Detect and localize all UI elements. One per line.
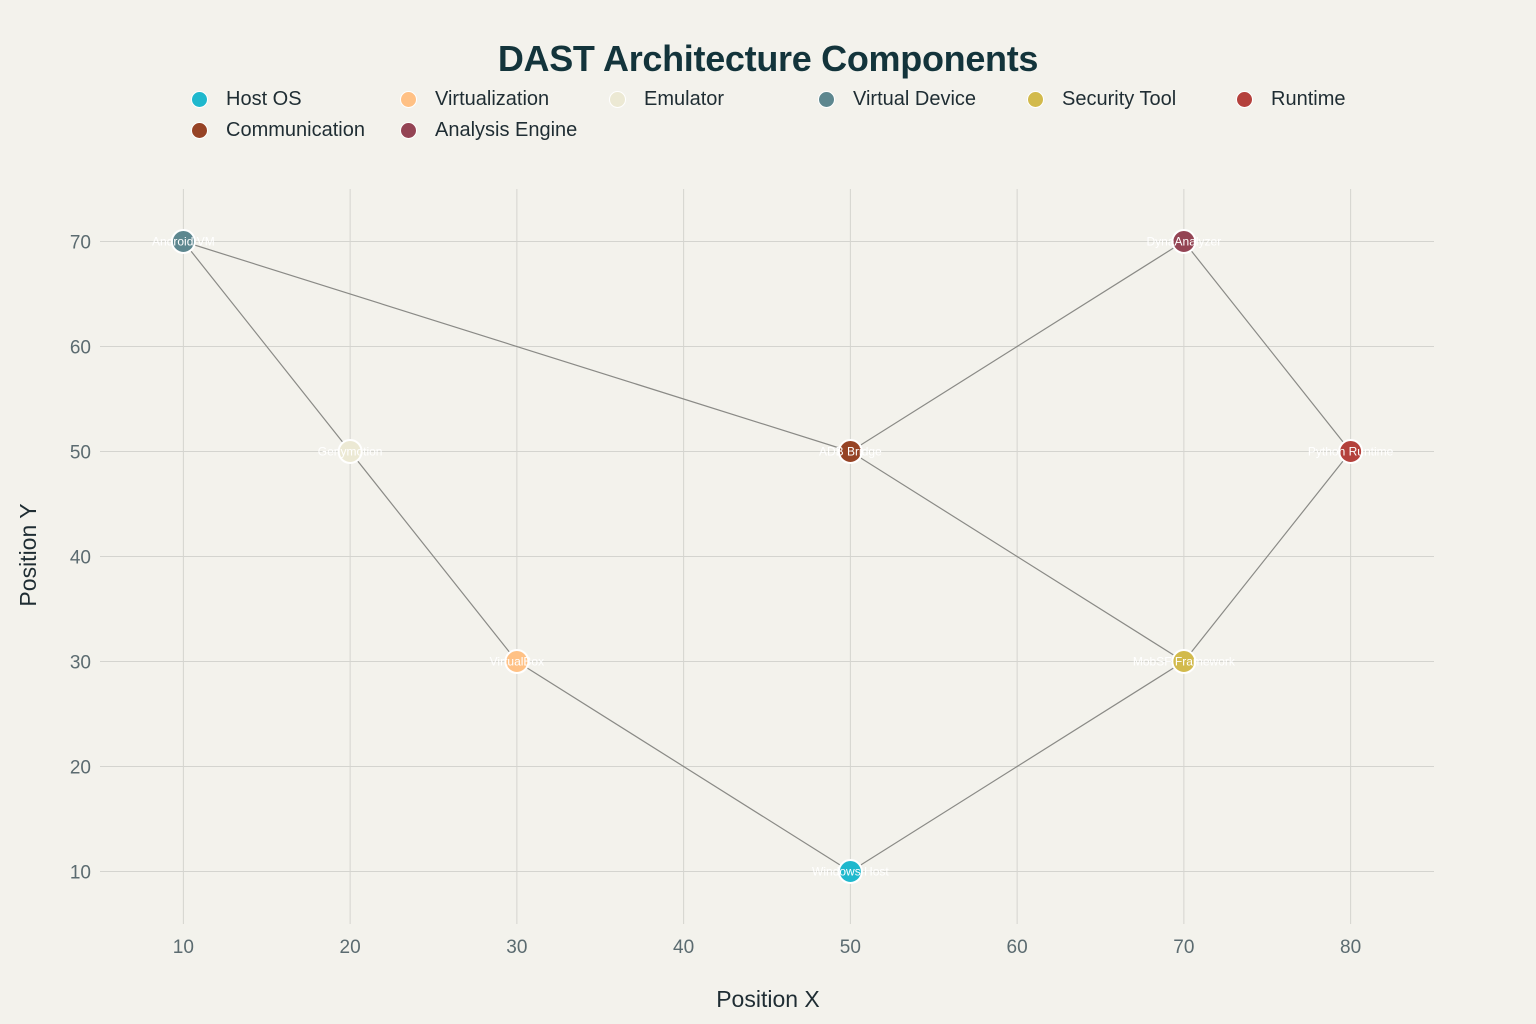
point-label: Android VM <box>152 235 215 249</box>
data-point-python-runtime[interactable]: Python Runtime <box>1308 439 1394 464</box>
x-tick-label: 70 <box>1173 937 1194 958</box>
edge-line <box>183 240 851 453</box>
x-tick-label: 50 <box>840 937 861 958</box>
legend-swatch <box>609 90 626 108</box>
legend-item-analysis-engine[interactable]: Analysis Engine <box>399 118 608 142</box>
data-point-windows-host[interactable]: Windows Host <box>812 859 889 884</box>
edge-line <box>1183 451 1352 662</box>
x-tick-label: 80 <box>1340 937 1361 958</box>
y-tick-label: 10 <box>70 863 91 884</box>
data-point-mobsf-framework[interactable]: MobSF Framework <box>1133 649 1236 674</box>
edge-line <box>850 450 1185 663</box>
data-point-genymotion[interactable]: Genymotion <box>318 439 383 464</box>
legend-swatch <box>191 90 208 108</box>
y-tick-label: 50 <box>70 443 91 464</box>
x-tick-label: 60 <box>1007 937 1028 958</box>
point-label: Python Runtime <box>1308 445 1394 459</box>
edge-line <box>850 660 1185 873</box>
legend-swatch <box>1027 90 1044 108</box>
point-marker[interactable] <box>1171 229 1197 254</box>
edge-line <box>182 241 351 452</box>
point-marker[interactable] <box>1171 649 1197 674</box>
chart-title: DAST Architecture Components <box>497 38 1039 79</box>
legend-label: Analysis Engine <box>435 118 578 141</box>
point-label: ADB Bridge <box>819 445 882 459</box>
x-tick-label: 20 <box>340 937 361 958</box>
legend: Host OS Virtualization Emulator Virtual Dev… <box>190 87 1390 142</box>
legend-swatch <box>400 90 417 108</box>
legend-item-virtualization[interactable]: Virtualization <box>399 87 608 111</box>
edge-line <box>516 660 851 873</box>
x-tick-label: 40 <box>673 937 694 958</box>
data-points: Windows Host VirtualBox Genymotion Android … <box>152 229 1394 884</box>
legend-item-host-os[interactable]: Host OS <box>190 87 399 111</box>
legend-label: Host OS <box>226 87 302 110</box>
point-marker[interactable] <box>1338 439 1364 464</box>
point-marker[interactable] <box>170 229 196 254</box>
legend-label: Security Tool <box>1062 87 1177 110</box>
edge-line <box>850 240 1185 453</box>
edge-line <box>349 451 518 662</box>
point-label: DynaAnalyzer <box>1147 235 1222 249</box>
point-label: Genymotion <box>318 445 383 459</box>
legend-item-runtime[interactable]: Runtime <box>1235 87 1444 111</box>
axis-ticks: 10 20 30 40 50 60 70 80 10 20 30 40 50 60 70 <box>70 233 1361 959</box>
legend-item-communication[interactable]: Communication <box>190 118 399 142</box>
point-label: VirtualBox <box>490 655 544 669</box>
x-tick-label: 30 <box>506 937 527 958</box>
legend-label: Emulator <box>644 87 725 110</box>
data-point-android-vm[interactable]: Android VM <box>152 229 215 254</box>
grid-lines <box>100 189 1434 924</box>
data-point-dynaanalyzer[interactable]: DynaAnalyzer <box>1147 229 1222 254</box>
point-label: Windows Host <box>812 865 889 879</box>
legend-label: Virtualization <box>435 87 550 110</box>
legend-item-security-tool[interactable]: Security Tool <box>1026 87 1235 111</box>
point-marker[interactable] <box>837 859 863 884</box>
x-tick-label: 10 <box>173 937 194 958</box>
legend-label: Virtual Device <box>853 87 977 110</box>
legend-swatch <box>818 90 835 108</box>
point-marker[interactable] <box>837 439 863 464</box>
legend-swatch <box>191 121 208 139</box>
legend-swatch <box>1236 90 1253 108</box>
y-axis-title: Position Y <box>15 503 41 606</box>
y-tick-label: 60 <box>70 338 91 359</box>
point-label: MobSF Framework <box>1133 655 1236 669</box>
y-tick-label: 40 <box>70 548 91 569</box>
y-tick-label: 70 <box>70 233 91 254</box>
legend-swatch <box>400 121 417 139</box>
data-point-adb-bridge[interactable]: ADB Bridge <box>819 439 882 464</box>
edge-line <box>1183 241 1352 452</box>
y-tick-label: 20 <box>70 758 91 779</box>
connection-lines <box>182 240 1352 873</box>
legend-label: Runtime <box>1271 87 1346 110</box>
legend-label: Communication <box>226 118 365 141</box>
point-marker[interactable] <box>504 649 530 674</box>
data-point-virtualbox[interactable]: VirtualBox <box>490 649 544 674</box>
legend-item-virtual-device[interactable]: Virtual Device <box>817 87 1026 111</box>
x-axis-title: Position X <box>716 986 820 1012</box>
y-tick-label: 30 <box>70 653 91 674</box>
point-marker[interactable] <box>337 439 363 464</box>
legend-item-emulator[interactable]: Emulator <box>608 87 817 111</box>
